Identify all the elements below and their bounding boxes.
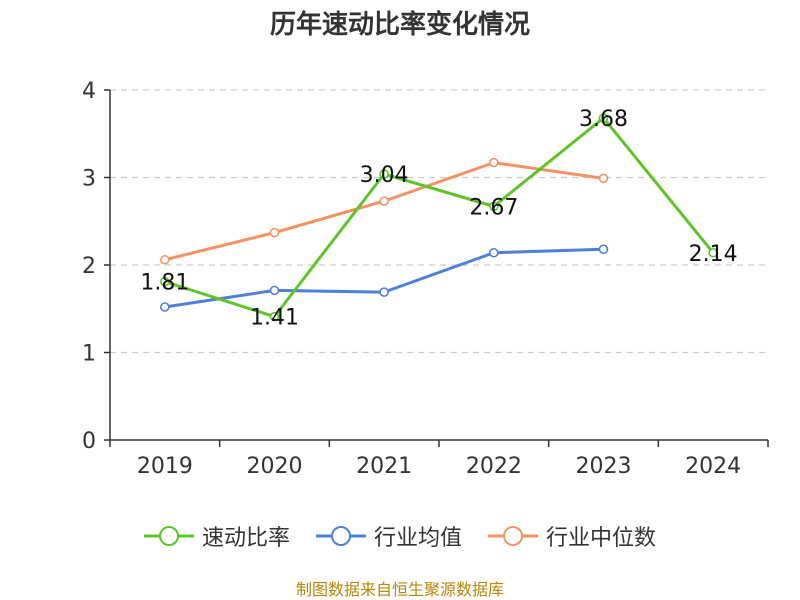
y-tick-label-0: 0 xyxy=(82,429,96,454)
legend-swatch-speed-ratio xyxy=(143,526,194,546)
data-label-speed-ratio-2019: 1.81 xyxy=(140,271,189,296)
legend-swatch-industry-median xyxy=(488,526,538,546)
y-tick-label-1: 1 xyxy=(82,342,96,367)
point-industry-avg-2019 xyxy=(160,302,170,312)
x-tick-label-2024: 2024 xyxy=(685,454,741,479)
legend-item-industry-median[interactable]: 行业中位数 xyxy=(488,520,656,552)
point-speed-ratio-2023 xyxy=(598,113,609,123)
point-industry-median-2020 xyxy=(269,227,280,238)
data-label-speed-ratio-2021: 3.04 xyxy=(360,163,409,188)
legend-swatch-industry-avg xyxy=(315,526,366,546)
point-industry-avg-2023 xyxy=(598,244,609,255)
point-speed-ratio-2020 xyxy=(269,311,280,322)
y-tick-label-3: 3 xyxy=(82,167,96,192)
legend-label-industry-avg: 行业均值 xyxy=(373,526,462,551)
y-tick-label-2: 2 xyxy=(82,254,96,279)
legend-label-speed-ratio: 速动比率 xyxy=(201,526,290,551)
y-tick-label-4: 4 xyxy=(82,79,96,104)
point-industry-avg-2020 xyxy=(269,285,280,296)
legend-item-speed-ratio[interactable]: 速动比率 xyxy=(143,520,290,552)
series-line-speed-ratio xyxy=(164,116,715,319)
point-industry-median-2023 xyxy=(598,173,609,184)
data-label-speed-ratio-2024: 2.14 xyxy=(689,242,738,267)
point-industry-median-2022 xyxy=(489,157,499,168)
point-industry-avg-2021 xyxy=(379,287,389,297)
point-industry-median-2019 xyxy=(160,254,170,265)
x-tick-label-2022: 2022 xyxy=(466,454,522,479)
point-speed-ratio-2022 xyxy=(489,201,499,212)
point-speed-ratio-2024 xyxy=(708,247,718,258)
point-speed-ratio-2019 xyxy=(160,276,170,287)
x-tick-label-2023: 2023 xyxy=(576,454,632,479)
data-label-speed-ratio-2022: 2.67 xyxy=(469,195,518,220)
x-tick-label-2019: 2019 xyxy=(137,454,193,479)
legend-label-industry-median: 行业中位数 xyxy=(546,526,657,551)
data-label-speed-ratio-2023: 3.68 xyxy=(579,107,628,132)
x-tick-label-2020: 2020 xyxy=(247,454,303,479)
point-speed-ratio-2021 xyxy=(379,169,389,179)
data-label-speed-ratio-2020: 1.41 xyxy=(250,306,299,331)
series-line-industry-avg xyxy=(164,247,604,309)
x-tick-label-2021: 2021 xyxy=(356,454,412,479)
point-industry-avg-2022 xyxy=(489,247,499,258)
point-industry-median-2021 xyxy=(379,196,389,206)
legend: 速动比率 行业均值 行业中位数 xyxy=(0,520,800,552)
legend-item-industry-avg[interactable]: 行业均值 xyxy=(315,520,462,552)
chart-title: 历年速动比率变化情况 xyxy=(269,10,530,40)
source-note: 制图数据来自恒生聚源数据库 xyxy=(295,580,504,599)
